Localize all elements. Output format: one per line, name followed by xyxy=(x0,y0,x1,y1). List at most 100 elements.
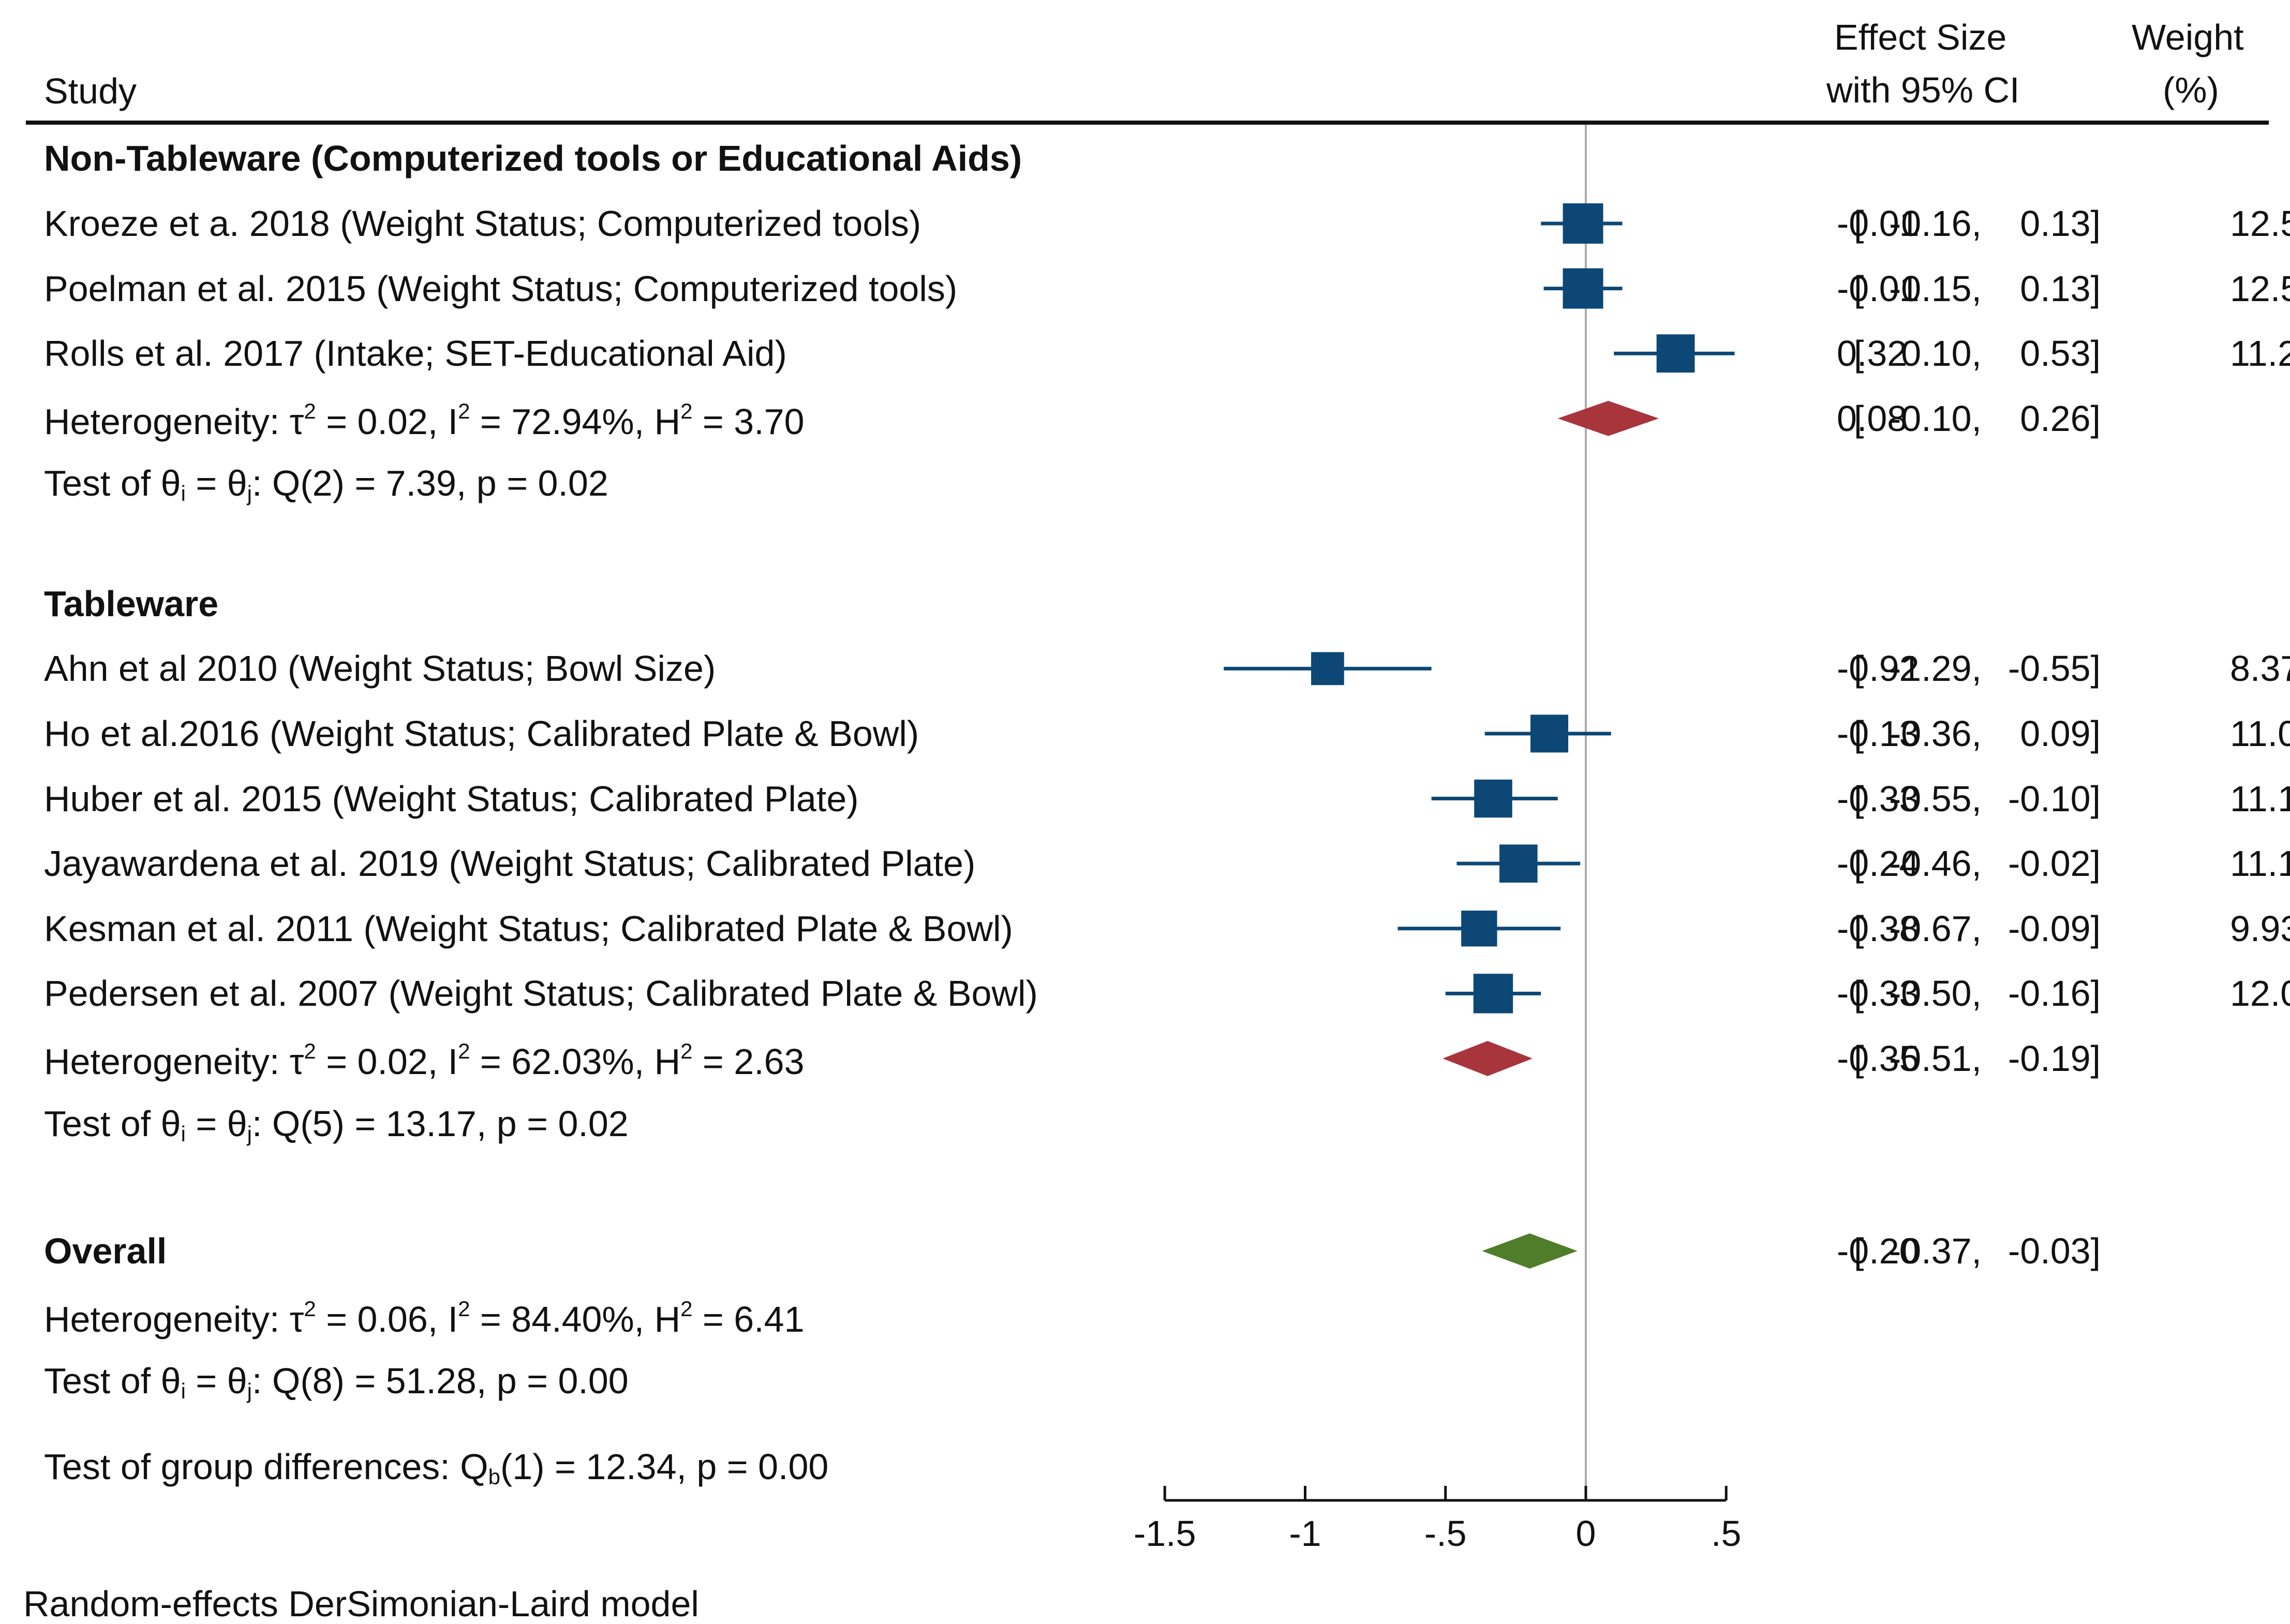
group-1-study-1-ci-low: -0.36, xyxy=(1889,713,1982,754)
h-exponent: 2 xyxy=(680,1296,693,1321)
group-1-study-0-label: Ahn et al 2010 (Weight Status; Bowl Size… xyxy=(44,648,716,689)
group-1-study-1-marker xyxy=(1530,714,1569,753)
group-1-heterogeneity: Heterogeneity: τ2 = 0.02, I2 = 62.03%, H… xyxy=(44,1040,805,1080)
i2-value: = 72.94%, H xyxy=(470,401,681,442)
group-1-study-5-marker xyxy=(1473,974,1513,1014)
overall-diamond xyxy=(1482,1233,1578,1269)
group-0-study-1-marker xyxy=(1563,268,1603,309)
i-exponent: 2 xyxy=(458,1296,470,1321)
group-1-study-0-bracket: [ xyxy=(1854,648,1864,689)
group-1-study-3-ci-low: -0.46, xyxy=(1889,843,1982,884)
group-differences-test: Test of group differences: Qb(1) = 12.34… xyxy=(44,1449,828,1488)
group-0-study-2-es: 0.32 xyxy=(1837,333,1908,374)
theta-i-sub: i xyxy=(181,481,186,506)
equals: = θ xyxy=(185,463,247,504)
group-0-study-0-marker xyxy=(1563,203,1603,244)
group-1-study-0-es: -0.92 xyxy=(1837,648,1920,689)
group-0-study-1-label: Poelman et al. 2015 (Weight Status; Comp… xyxy=(44,268,958,309)
group-1-study-4-es: -0.38 xyxy=(1837,908,1920,949)
group-1-study-3-es: -0.24 xyxy=(1837,843,1920,884)
test-prefix: Test of θ xyxy=(44,1361,181,1402)
i-exponent: 2 xyxy=(458,1038,470,1063)
group-1-study-0-ci-high: -0.55] xyxy=(2008,648,2101,689)
test-value: : Q(5) = 13.17, p = 0.02 xyxy=(252,1103,629,1144)
group-0-study-0-ci-high: 0.13] xyxy=(2020,203,2101,244)
group-0-summary-ci-low: -0.10, xyxy=(1889,398,1982,439)
group-1-study-5-weight: 12.04 xyxy=(2230,973,2290,1014)
group-1-study-2-marker xyxy=(1474,779,1512,818)
tau-symbol: τ xyxy=(289,1041,304,1082)
header-weight: Weight xyxy=(2132,17,2244,57)
group-1-study-4-ci-low: -0.67, xyxy=(1889,908,1982,949)
overall-ci-high: -0.03] xyxy=(2008,1231,2101,1271)
h2-value: = 3.70 xyxy=(692,401,805,442)
heterogeneity-prefix: Heterogeneity: xyxy=(44,1299,290,1339)
group-1-study-4-marker xyxy=(1461,911,1497,947)
theta-j-sub: j xyxy=(247,481,252,506)
group-1-test: Test of θi = θj: Q(5) = 13.17, p = 0.02 xyxy=(44,1106,629,1145)
group-1-summary-ci-low: -0.51, xyxy=(1889,1038,1982,1079)
group-1-study-0-weight: 8.37 xyxy=(2230,648,2290,689)
tau2-value: = 0.02, I xyxy=(316,401,458,442)
group-0-study-0-weight: 12.52 xyxy=(2230,203,2290,244)
group-0-study-1-ci-low: -0.15, xyxy=(1889,268,1982,309)
group-0-study-2-ci-high: 0.53] xyxy=(2020,333,2101,374)
group-0-heterogeneity: Heterogeneity: τ2 = 0.02, I2 = 72.94%, H… xyxy=(44,400,805,440)
x-tick-label-2: -.5 xyxy=(1424,1513,1467,1554)
group-1-study-5-label: Pedersen et al. 2007 (Weight Status; Cal… xyxy=(44,973,1038,1014)
theta-i-sub: i xyxy=(181,1379,186,1404)
header-study: Study xyxy=(44,71,137,111)
group-0-study-1-weight: 12.55 xyxy=(2230,268,2290,309)
group-1-study-2-es: -0.33 xyxy=(1837,778,1920,819)
group-1-study-4-bracket: [ xyxy=(1854,908,1864,949)
group-0-title: Non-Tableware (Computerized tools or Edu… xyxy=(44,138,1022,179)
test-prefix: Test of θ xyxy=(44,1103,181,1144)
group-1-study-3-weight: 11.18 xyxy=(2230,843,2290,884)
header-effect-size: Effect Size xyxy=(1834,17,2007,57)
test-prefix: Test of θ xyxy=(44,463,181,504)
i2-value: = 84.40%, H xyxy=(470,1299,681,1339)
group-1-study-1-label: Ho et al.2016 (Weight Status; Calibrated… xyxy=(44,713,919,754)
group-1-study-3-marker xyxy=(1499,844,1538,883)
group-1-study-1-es: -0.13 xyxy=(1837,713,1920,754)
overall-heterogeneity: Heterogeneity: τ2 = 0.06, I2 = 84.40%, H… xyxy=(44,1298,805,1337)
group-1-study-5-ci-high: -0.16] xyxy=(2008,973,2101,1014)
group-1-study-4-weight: 9.93 xyxy=(2230,908,2290,949)
equals: = θ xyxy=(185,1361,247,1402)
group-0-summary-bracket: [ xyxy=(1854,398,1864,439)
group-0-study-0-es: -0.01 xyxy=(1837,203,1920,244)
group-1-study-3-bracket: [ xyxy=(1854,843,1864,884)
group-1-study-2-ci-high: -0.10] xyxy=(2008,778,2101,819)
overall-ci-low: -0.37, xyxy=(1889,1231,1982,1271)
group-1-study-4-ci-high: -0.09] xyxy=(2008,908,2101,949)
group-1-study-1-weight: 11.01 xyxy=(2230,713,2290,754)
group-0-study-1-ci-high: 0.13] xyxy=(2020,268,2101,309)
group-1-study-5-ci-low: -0.50, xyxy=(1889,973,1982,1014)
group-0-study-2-marker xyxy=(1656,334,1695,373)
heterogeneity-prefix: Heterogeneity: xyxy=(44,401,290,442)
group-1-summary-diamond xyxy=(1443,1040,1533,1076)
q-subscript: b xyxy=(488,1465,500,1489)
group-0-test: Test of θi = θj: Q(2) = 7.39, p = 0.02 xyxy=(44,465,608,504)
overall-bracket: [ xyxy=(1854,1231,1864,1271)
group-1-title: Tableware xyxy=(44,583,219,624)
group-1-study-3-label: Jayawardena et al. 2019 (Weight Status; … xyxy=(44,843,976,884)
x-tick-label-4: .5 xyxy=(1711,1513,1741,1554)
group-1-study-2-label: Huber et al. 2015 (Weight Status; Calibr… xyxy=(44,778,859,819)
group-0-study-1-bracket: [ xyxy=(1854,268,1864,309)
overall-es: -0.20 xyxy=(1837,1231,1920,1271)
theta-j-sub: j xyxy=(247,1379,252,1404)
group-1-study-5-es: -0.33 xyxy=(1837,973,1920,1014)
h2-value: = 6.41 xyxy=(692,1299,805,1339)
theta-i-sub: i xyxy=(181,1121,186,1146)
x-tick-label-3: 0 xyxy=(1576,1513,1596,1554)
group-0-study-0-bracket: [ xyxy=(1854,203,1864,244)
group-1-summary-bracket: [ xyxy=(1854,1038,1864,1079)
equals: = θ xyxy=(185,1103,247,1144)
x-tick-label-0: -1.5 xyxy=(1134,1513,1196,1554)
x-tick-label-1: -1 xyxy=(1289,1513,1321,1554)
group-1-study-1-bracket: [ xyxy=(1854,713,1864,754)
overall-test: Test of θi = θj: Q(8) = 51.28, p = 0.00 xyxy=(44,1363,629,1402)
group-0-summary-es: 0.08 xyxy=(1837,398,1908,439)
